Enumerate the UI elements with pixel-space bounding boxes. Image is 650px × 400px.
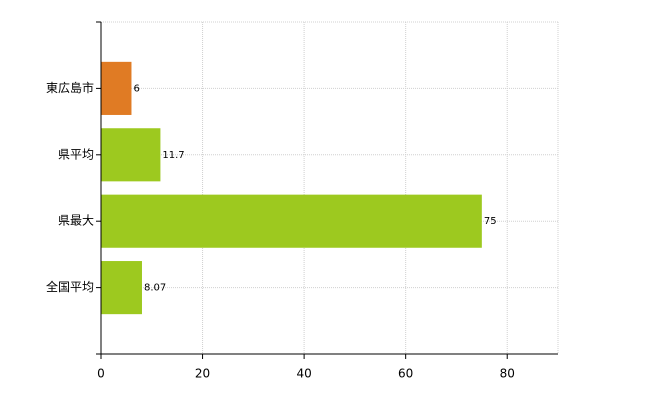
bar (101, 61, 132, 115)
value-label: 8.07 (144, 283, 166, 294)
value-label: 6 (133, 83, 139, 94)
value-label: 11.7 (162, 150, 184, 161)
x-tick-label: 60 (398, 367, 413, 381)
x-tick-label: 40 (296, 367, 311, 381)
bar (101, 261, 142, 315)
bar (101, 128, 161, 182)
y-tick-label: 県平均 (58, 147, 94, 161)
y-tick-label: 全国平均 (46, 279, 94, 294)
x-tick-label: 0 (97, 367, 105, 381)
bar (101, 194, 482, 248)
y-tick-label: 東広島市 (46, 80, 94, 95)
x-tick-label: 80 (500, 367, 515, 381)
y-tick-label: 県最大 (58, 214, 94, 228)
x-tick-label: 20 (195, 367, 210, 381)
value-label: 75 (484, 216, 497, 227)
